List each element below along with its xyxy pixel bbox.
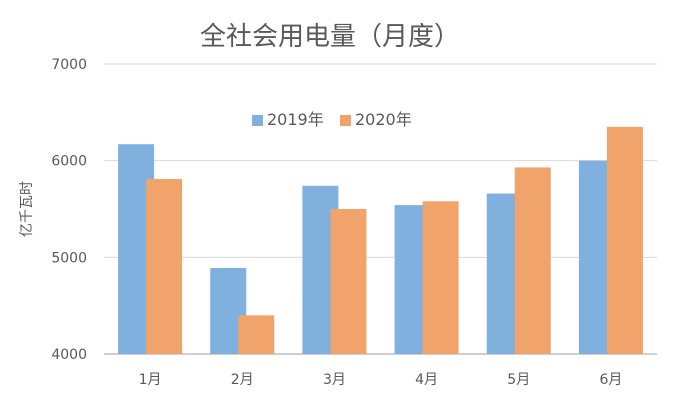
y-axis-title: 亿千瓦时	[19, 181, 35, 237]
legend: 2019年 2020年	[252, 110, 412, 129]
y-tick-label: 6000	[51, 154, 87, 170]
grid-layer	[104, 63, 657, 355]
bar-2020-4	[422, 201, 459, 354]
y-tick-label: 5000	[51, 250, 87, 266]
bar-2020-2	[238, 315, 275, 354]
x-tick-label: 4月	[415, 372, 438, 388]
bar-2020-3	[330, 209, 367, 354]
bar-2020-5	[514, 167, 551, 354]
x-tick-label: 5月	[507, 372, 530, 388]
x-tick-layer: 1月 2月 3月 4月 5月 6月	[139, 372, 623, 388]
bar-layer	[118, 126, 643, 354]
legend-swatch-2019	[252, 115, 263, 126]
x-tick-label: 3月	[323, 372, 346, 388]
legend-label-2019: 2019年	[267, 110, 324, 129]
legend-swatch-2020	[340, 115, 351, 126]
y-tick-label: 7000	[51, 57, 87, 73]
chart-title: 全社会用电量（月度）	[200, 22, 460, 52]
x-tick-label: 1月	[139, 372, 162, 388]
legend-label-2020: 2020年	[355, 110, 412, 129]
x-tick-label: 2月	[231, 372, 254, 388]
y-tick-label: 4000	[51, 347, 87, 363]
x-tick-label: 6月	[599, 372, 622, 388]
bar-2020-1	[146, 179, 183, 354]
y-tick-layer: 4000 5000 6000 7000	[51, 57, 87, 363]
bar-2020-6	[606, 126, 643, 354]
